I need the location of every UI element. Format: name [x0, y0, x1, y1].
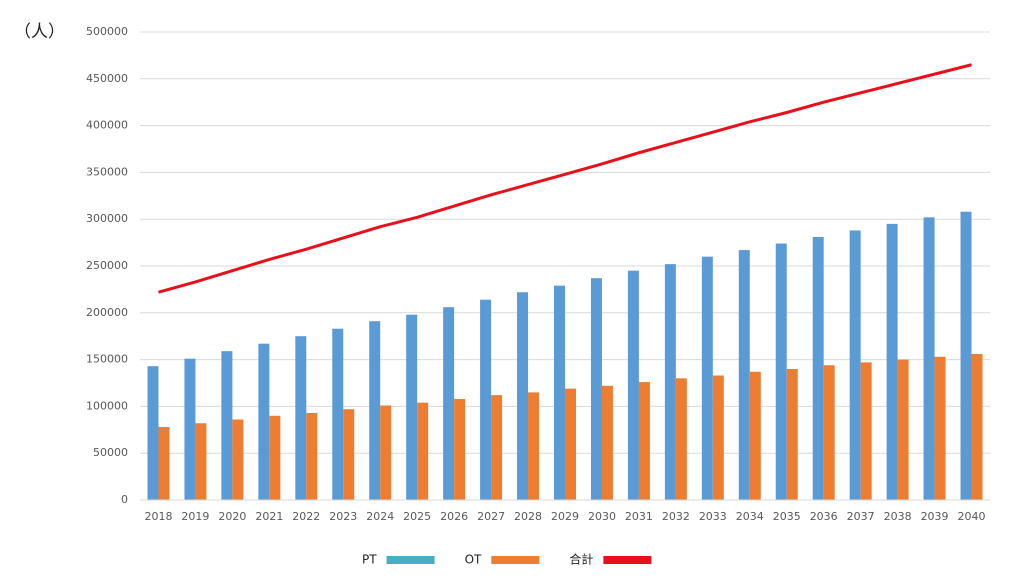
x-tick-label: 2037: [847, 510, 875, 523]
x-tick-label: 2039: [921, 510, 949, 523]
bar: [786, 368, 798, 500]
bar: [638, 382, 650, 500]
y-tick-label: 500000: [86, 25, 128, 38]
bar: [923, 217, 935, 500]
y-tick-label: 350000: [86, 165, 128, 178]
bar: [664, 264, 676, 500]
x-tick-label: 2018: [144, 510, 172, 523]
y-tick-label: 400000: [86, 119, 128, 132]
bar: [491, 395, 503, 500]
bar: [343, 409, 355, 500]
line: [158, 63, 972, 294]
x-tick-label: 2036: [810, 510, 838, 523]
legend-swatch: [491, 556, 540, 564]
bar: [306, 412, 318, 500]
bar: [406, 314, 418, 500]
x-tick-label: 2023: [329, 510, 357, 523]
y-tick-label: 200000: [86, 306, 128, 319]
bar: [775, 243, 787, 500]
y-tick-label: 150000: [86, 353, 128, 366]
x-tick-label: 2032: [662, 510, 690, 523]
bar: [712, 375, 724, 500]
bar: [749, 371, 761, 500]
x-tick-label: 2029: [551, 510, 579, 523]
bar: [554, 285, 565, 500]
x-tick-label: 2020: [218, 510, 246, 523]
x-tick-label: 2040: [958, 510, 986, 523]
x-tick-label: 2021: [255, 510, 283, 523]
bar: [701, 256, 713, 500]
bar: [528, 392, 540, 500]
bar: [565, 388, 576, 500]
legend-swatch: [603, 556, 652, 564]
x-tick-label: 2022: [292, 510, 320, 523]
bar: [860, 362, 872, 500]
legend-swatch: [386, 556, 435, 564]
bar: [627, 270, 639, 500]
bar: [147, 366, 159, 500]
x-tick-label: 2038: [884, 510, 912, 523]
x-tick-label: 2035: [773, 510, 801, 523]
bar: [601, 385, 613, 500]
y-tick-label: 50000: [93, 446, 128, 459]
bar: [332, 328, 344, 500]
bar: [517, 292, 529, 500]
x-tick-label: 2034: [736, 510, 764, 523]
x-tick-label: 2027: [477, 510, 505, 523]
x-tick-label: 2030: [588, 510, 616, 523]
bar: [812, 236, 824, 500]
bar: [295, 336, 307, 500]
legend-label: OT: [465, 553, 482, 567]
bar: [454, 398, 466, 500]
bar: [158, 426, 170, 500]
x-tick-label: 2025: [403, 510, 431, 523]
bar: [417, 402, 429, 500]
bar: [443, 307, 455, 500]
bar: [738, 250, 750, 500]
bar: [258, 343, 270, 500]
bar: [480, 299, 492, 500]
bar: [971, 353, 983, 500]
y-tick-label: 300000: [86, 212, 128, 225]
bar: [886, 223, 898, 500]
bar: [675, 378, 687, 500]
legend-label: PT: [362, 553, 377, 567]
bar: [221, 351, 233, 500]
bar: [897, 359, 909, 500]
bar: [369, 321, 381, 500]
bar: [960, 211, 972, 500]
bar: [269, 415, 281, 500]
x-tick-label: 2031: [625, 510, 653, 523]
bar: [232, 419, 244, 500]
bar: [934, 356, 946, 500]
y-tick-label: 450000: [86, 72, 128, 85]
x-tick-label: 2019: [181, 510, 209, 523]
bar: [590, 278, 602, 500]
legend-label: 合計: [569, 552, 593, 567]
x-tick-label: 2026: [440, 510, 468, 523]
bar: [195, 423, 207, 500]
x-tick-label: 2024: [366, 510, 394, 523]
bar: [849, 230, 861, 500]
bar: [823, 365, 835, 500]
bar: [184, 358, 196, 500]
y-tick-label: 250000: [86, 259, 128, 272]
y-tick-label: 100000: [86, 399, 128, 412]
y-axis-unit: （人）: [14, 22, 65, 42]
x-tick-label: 2033: [699, 510, 727, 523]
x-tick-label: 2028: [514, 510, 542, 523]
bar: [380, 405, 392, 500]
y-tick-label: 0: [121, 493, 128, 506]
